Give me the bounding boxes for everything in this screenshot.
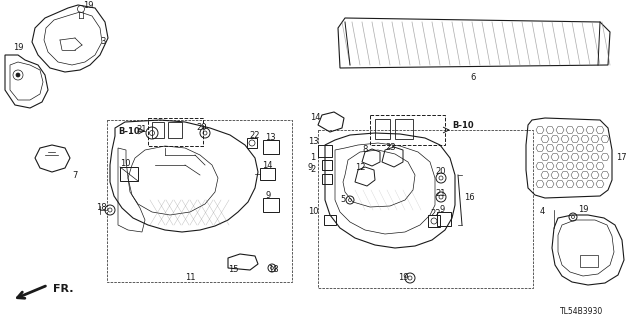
Bar — [148, 118, 203, 146]
Bar — [318, 130, 533, 288]
Text: 12: 12 — [355, 164, 365, 173]
Text: 9: 9 — [308, 164, 313, 173]
Text: 10: 10 — [120, 159, 131, 167]
Text: 21: 21 — [435, 189, 445, 197]
Text: 16: 16 — [464, 194, 475, 203]
Bar — [107, 120, 292, 282]
Text: 9: 9 — [440, 205, 445, 214]
Bar — [120, 167, 138, 181]
Text: 13: 13 — [308, 137, 319, 146]
Text: 17: 17 — [616, 152, 627, 161]
Text: 5: 5 — [340, 195, 345, 204]
Text: 4: 4 — [540, 207, 545, 217]
Text: 3: 3 — [100, 38, 106, 47]
Bar — [395, 119, 413, 139]
Text: 21: 21 — [136, 125, 147, 135]
Text: 11: 11 — [185, 273, 195, 283]
Bar — [580, 255, 598, 267]
Text: FR.: FR. — [53, 284, 74, 294]
Text: B-10: B-10 — [118, 127, 140, 136]
Bar — [322, 174, 332, 184]
Bar — [370, 115, 445, 145]
Text: 2: 2 — [310, 166, 316, 174]
Text: 18: 18 — [96, 203, 107, 211]
Text: 7: 7 — [72, 170, 77, 180]
Bar — [263, 198, 279, 212]
Text: 19: 19 — [83, 2, 93, 11]
Text: TL54B3930: TL54B3930 — [560, 308, 604, 316]
Text: 19: 19 — [13, 43, 24, 53]
Circle shape — [16, 73, 20, 77]
Text: 22: 22 — [430, 209, 440, 218]
Bar — [437, 212, 451, 226]
Text: 19: 19 — [398, 273, 408, 283]
Bar — [324, 215, 336, 225]
Bar — [260, 168, 275, 180]
Text: 6: 6 — [470, 73, 476, 83]
Text: 14: 14 — [310, 114, 321, 122]
Text: 23: 23 — [385, 143, 396, 152]
Bar — [168, 122, 182, 138]
Bar — [247, 138, 257, 148]
Text: 20: 20 — [196, 122, 207, 131]
Text: 13: 13 — [265, 132, 276, 142]
Bar — [428, 215, 440, 227]
Bar — [263, 140, 279, 154]
Text: 10: 10 — [308, 207, 319, 217]
Bar — [152, 122, 164, 138]
Bar — [322, 160, 332, 170]
Bar — [375, 119, 390, 139]
Bar — [318, 145, 332, 157]
Text: 14: 14 — [262, 161, 273, 170]
Text: B-10: B-10 — [452, 121, 474, 130]
Text: 19: 19 — [578, 205, 589, 214]
Text: 15: 15 — [228, 265, 239, 275]
Text: 18: 18 — [268, 265, 278, 275]
Text: 20: 20 — [435, 167, 445, 176]
Text: 1: 1 — [310, 152, 316, 161]
Text: 22: 22 — [249, 130, 259, 139]
Text: 9: 9 — [265, 191, 270, 201]
Text: 8: 8 — [362, 145, 367, 154]
